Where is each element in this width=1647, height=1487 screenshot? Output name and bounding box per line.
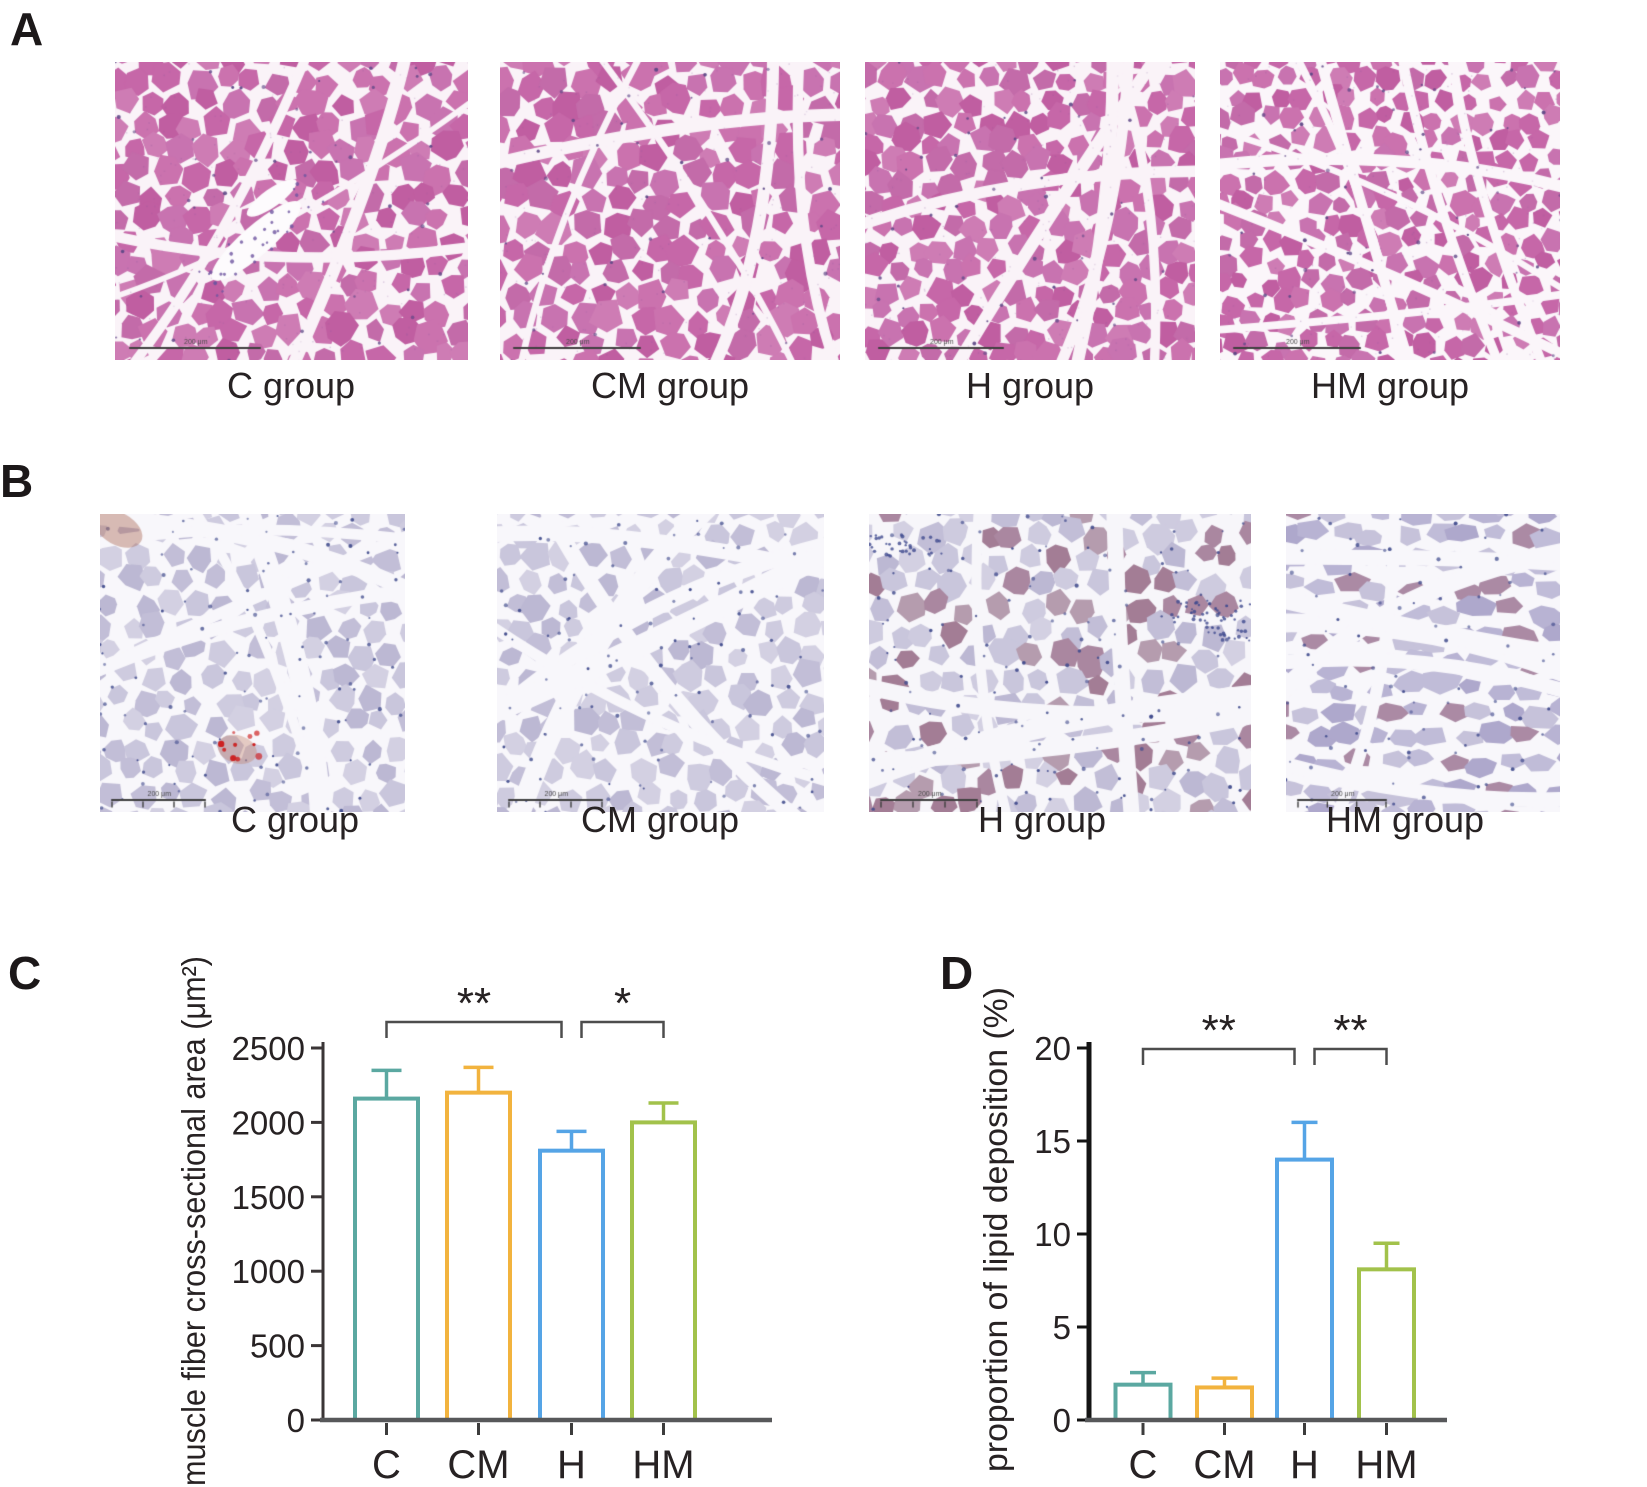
y-axis-title: muscle fiber cross-sectional area (μm²): [175, 956, 212, 1486]
caption-a-cm-group: CM group: [590, 365, 750, 406]
y-tick-label: 2500: [232, 1030, 305, 1067]
panel-d-letter: D: [940, 947, 974, 999]
bar-chart-muscle-fiber-cross-sectional-area: 0 500 1000 1500 2000 2500 muscle fiber cross-s…: [175, 956, 772, 1487]
caption-a-hm-group: HM group: [1310, 365, 1470, 406]
bar-chart-lipid-deposition: 0 5 10 15 20 proportion of lipid deposition (…: [977, 987, 1447, 1487]
bar-cm: [1195, 1385, 1254, 1423]
y-tick-label: 10: [1034, 1216, 1071, 1253]
x-category-label-c: C: [372, 1443, 401, 1487]
bar-hm: [630, 1120, 697, 1422]
y-tick-label: 0: [1053, 1402, 1071, 1439]
significance-bracket: [580, 1020, 665, 1038]
caption-b-cm-group: CM group: [580, 799, 740, 840]
significance-bracket: [385, 1020, 563, 1038]
y-tick-label: 500: [250, 1328, 305, 1365]
panel-a-letter: A: [10, 3, 44, 55]
panel-b-letter: B: [0, 455, 34, 507]
micrograph-lipid-cm-group: [497, 514, 824, 812]
x-category-label-hm: HM: [1355, 1443, 1417, 1487]
x-category-label-cm: CM: [1193, 1443, 1255, 1487]
significance-label: **: [1333, 1006, 1367, 1055]
micrograph-he-c-group: [115, 62, 468, 360]
x-category-label-h: H: [1290, 1443, 1319, 1487]
micrograph-lipid-c-group: [100, 514, 405, 812]
caption-a-c-group: C group: [226, 365, 356, 406]
y-tick-label: 5: [1053, 1309, 1071, 1346]
bar-c: [353, 1096, 420, 1422]
y-tick-label: 15: [1034, 1123, 1071, 1160]
bar-cm: [445, 1090, 512, 1422]
x-category-label-hm: HM: [632, 1443, 694, 1487]
significance-bracket: [1141, 1047, 1296, 1065]
bar-h: [1275, 1157, 1334, 1422]
caption-b-c-group: C group: [230, 799, 360, 840]
significance-label: **: [457, 979, 491, 1028]
micrograph-he-cm-group: [500, 62, 840, 360]
significance-label: *: [614, 979, 631, 1028]
y-tick-label: 1000: [232, 1253, 305, 1290]
x-category-label-c: C: [1129, 1443, 1158, 1487]
y-tick-label: 0: [287, 1402, 305, 1439]
significance-label: **: [1202, 1006, 1236, 1055]
y-axis-title: proportion of lipid deposition (%): [977, 987, 1014, 1472]
micrograph-lipid-h-group: [869, 514, 1251, 812]
caption-b-h-group: H group: [977, 799, 1107, 840]
y-tick-label: 2000: [232, 1104, 305, 1141]
y-tick-label: 1500: [232, 1179, 305, 1216]
panel-c-letter: C: [8, 947, 42, 999]
x-category-label-cm: CM: [447, 1443, 509, 1487]
bar-hm: [1357, 1267, 1416, 1422]
micrograph-he-hm-group: [1220, 62, 1560, 360]
significance-bracket: [1313, 1047, 1388, 1065]
caption-b-hm-group: HM group: [1325, 799, 1485, 840]
bar-h: [538, 1148, 605, 1422]
bar-c: [1113, 1382, 1173, 1423]
y-tick-label: 20: [1034, 1030, 1071, 1067]
micrograph-lipid-hm-group: [1286, 514, 1560, 812]
caption-a-h-group: H group: [965, 365, 1095, 406]
x-category-label-h: H: [557, 1443, 586, 1487]
micrograph-he-h-group: [865, 62, 1195, 360]
